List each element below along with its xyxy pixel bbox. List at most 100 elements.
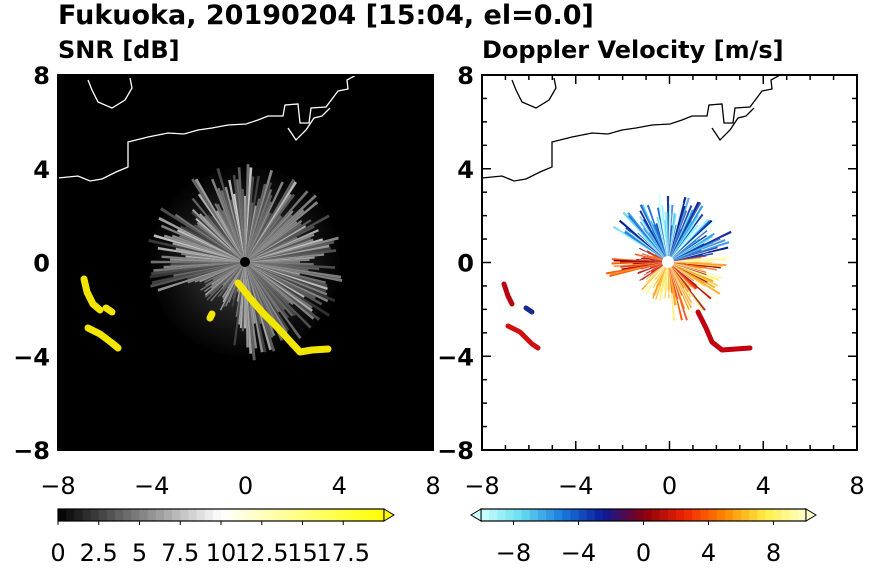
snr-colorbar-swatch [106,509,116,521]
snr-colorbar-swatch [375,509,385,521]
doppler-colorbar-swatch [749,509,758,521]
doppler-y-tick-label: −8 [437,437,474,465]
doppler-echo-ray [668,224,677,262]
snr-echo-ray [245,164,250,262]
doppler-echo-ray [618,219,668,262]
snr-echo-ray [245,262,316,299]
snr-colorbar-max-arrow [383,508,395,522]
doppler-echo-ray [645,262,668,295]
snr-echo-ray [233,193,245,262]
snr-echo-ray [216,167,245,262]
doppler-echo-ray [666,262,668,291]
snr-colorbar-swatch [163,509,173,521]
doppler-echo-ray [655,262,668,288]
doppler-echo-ray [668,214,700,262]
snr-colorbar-swatch [318,509,328,521]
snr-echo-ray [207,214,245,262]
doppler-echo-ray [624,231,668,262]
snr-echo-ray [245,189,273,262]
doppler-colorbar-swatch [659,509,669,521]
doppler-echo-band [505,323,541,351]
doppler-colorbar-swatch [489,509,498,521]
doppler-axes: −8 −4 0 4 8 8 4 0 −4 −8 [437,62,864,500]
snr-echo-ray [211,262,245,286]
snr-echo-ray [245,262,280,313]
snr-echo-ray [175,247,245,262]
snr-echo-ray [245,262,313,309]
doppler-colorbar-swatch [513,509,523,521]
doppler-colorbar-swatch [757,509,766,521]
doppler-colorbar-min-arrow [470,508,482,522]
doppler-echo-ray [668,226,696,262]
snr-echo-ray [222,262,245,303]
doppler-echo-ray [625,227,668,262]
snr-echo-ray [245,262,277,322]
doppler-echo-ray [668,262,721,269]
doppler-echo-ray [659,262,668,301]
doppler-echo-ray [641,262,668,291]
doppler-echo-ray [646,262,668,283]
snr-echo-ray [245,262,290,319]
snr-echo-ray [170,262,245,266]
doppler-echo-ray [650,262,668,295]
snr-echo-ray [222,262,245,298]
doppler-echo-ray [611,258,668,262]
snr-colorbar-tick-label: 12.5 [235,539,288,567]
snr-echo-ray [163,262,245,269]
snr-echo-ray [222,262,245,286]
snr-colorbar-swatch [123,509,132,521]
doppler-echo-ray [643,257,668,262]
snr-echo-ray [153,262,245,273]
doppler-echo-ray [668,262,702,269]
snr-echo-ray [245,233,315,262]
snr-panel-title: SNR [dB] [58,36,180,64]
snr-echo-band [234,279,332,356]
snr-echo-ray [245,262,296,317]
snr-echo-ray [245,238,324,262]
doppler-echo-ray [668,212,672,262]
snr-x-tick-label: 4 [332,472,347,500]
snr-echo-ray [245,262,305,298]
snr-colorbar-swatch [147,509,157,521]
doppler-echo-ray [668,262,712,300]
doppler-colorbar-tick-label: −4 [561,539,596,567]
snr-echo-ray [216,203,245,262]
snr-echo-ray [199,213,245,262]
snr-echo-ray [245,194,273,262]
snr-echo-ray [245,262,336,270]
doppler-echo-ray [668,238,701,262]
snr-echo-ray [245,194,317,262]
doppler-echo-ray [668,218,717,262]
snr-echo-ray [245,247,331,262]
snr-echo-ray [217,262,245,298]
doppler-echo-ray [668,262,707,273]
snr-echo-ray [171,234,245,262]
doppler-echo-ray [668,262,689,292]
doppler-echo-ray [668,220,693,262]
doppler-colorbar-max-arrow [805,508,817,522]
snr-echo-ray [245,262,300,276]
snr-echo-ray [214,203,245,262]
snr-echo-ray [153,234,245,262]
snr-echo-ray [245,256,315,262]
snr-echo-ray [245,253,325,262]
snr-echo-ray [157,246,245,262]
snr-colorbar-swatch [155,509,165,521]
doppler-colorbar-swatch [578,509,588,521]
snr-colorbar-swatch [367,509,377,521]
doppler-echo-ray [668,224,699,262]
doppler-colorbar-swatch [505,509,515,521]
snr-echo-ray [237,167,245,262]
radar-site-marker [240,257,250,267]
doppler-echo-ray [622,211,668,262]
snr-echo-ray [172,242,245,262]
snr-coastline [58,75,357,182]
snr-echo-ray [228,179,245,262]
doppler-echo-ray [668,225,673,262]
doppler-echo-ray [668,217,678,262]
doppler-echo-ray [668,197,690,262]
doppler-echo-ray [658,262,668,296]
snr-echo-ray [191,197,245,262]
doppler-echo-ray [663,262,668,300]
